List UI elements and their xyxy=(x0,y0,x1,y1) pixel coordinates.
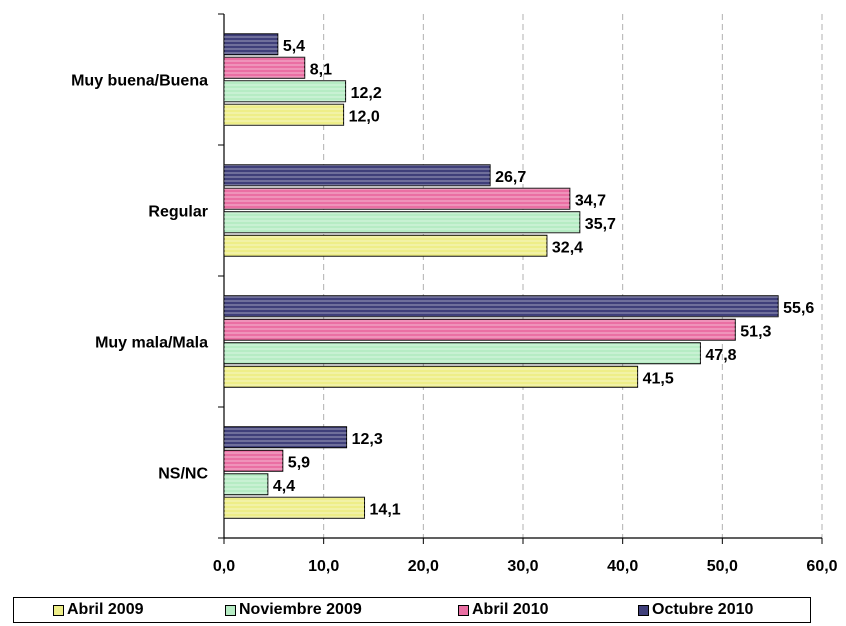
gridlines xyxy=(323,14,823,538)
legend-item: Abril 2009 xyxy=(53,601,143,619)
legend-label: Abril 2009 xyxy=(67,601,144,618)
data-label: 34,7 xyxy=(575,192,606,209)
data-label: 14,1 xyxy=(370,501,401,518)
legend-label: Abril 2010 xyxy=(472,601,549,618)
legend-label: Octubre 2010 xyxy=(652,601,754,618)
legend-swatch xyxy=(638,604,649,616)
bar-texture xyxy=(224,57,305,79)
data-label: 35,7 xyxy=(585,216,616,233)
data-label: 41,5 xyxy=(643,370,674,387)
x-tick-label: 60,0 xyxy=(806,558,837,575)
data-label: 12,0 xyxy=(349,108,380,125)
bar-texture xyxy=(224,497,365,519)
legend-item: Abril 2010 xyxy=(458,601,548,619)
data-label: 12,2 xyxy=(351,85,382,102)
data-label: 12,3 xyxy=(352,431,383,448)
bar-texture xyxy=(224,426,347,448)
legend-swatch xyxy=(225,604,236,616)
bar-texture xyxy=(224,104,344,126)
x-tick-label: 50,0 xyxy=(707,558,738,575)
bars xyxy=(223,33,779,519)
bar-texture xyxy=(224,450,283,472)
x-tick-label: 20,0 xyxy=(408,558,439,575)
data-label: 26,7 xyxy=(495,169,526,186)
category-label: Muy buena/Buena xyxy=(71,73,208,90)
bar-texture xyxy=(224,164,491,186)
bar-texture xyxy=(224,366,638,388)
data-label: 32,4 xyxy=(552,239,583,256)
labels: 0,0 10,0 20,0 30,0 40,0 50,0 60,0 Muy buena/Bue… xyxy=(71,38,838,575)
category-label: Muy mala/Mala xyxy=(95,335,208,352)
x-tick-label: 30,0 xyxy=(507,558,538,575)
data-label: 51,3 xyxy=(740,323,771,340)
legend-swatch xyxy=(53,604,64,616)
category-label: NS/NC xyxy=(158,466,208,483)
x-tick-label: 0,0 xyxy=(213,558,235,575)
x-tick-label: 40,0 xyxy=(607,558,638,575)
data-label: 55,6 xyxy=(783,300,814,317)
legend-label: Noviembre 2009 xyxy=(239,601,362,618)
bar-texture xyxy=(224,211,580,233)
data-label: 4,4 xyxy=(273,478,295,495)
bar-texture xyxy=(224,33,278,55)
bar-texture xyxy=(224,295,779,317)
bar-texture xyxy=(224,188,570,210)
data-label: 8,1 xyxy=(310,61,332,78)
bar-texture xyxy=(224,342,701,364)
data-label: 5,4 xyxy=(283,38,305,55)
x-tick-label: 10,0 xyxy=(308,558,339,575)
legend-item: Octubre 2010 xyxy=(638,601,753,619)
legend-swatch xyxy=(458,604,469,616)
legend: Abril 2009 Noviembre 2009 Abril 2010 Octubr… xyxy=(13,597,811,623)
bar-texture xyxy=(224,319,736,341)
legend-item: Noviembre 2009 xyxy=(225,601,362,619)
data-label: 5,9 xyxy=(288,454,310,471)
bar-texture xyxy=(224,80,346,102)
bar-texture xyxy=(224,473,268,495)
data-label: 47,8 xyxy=(705,347,736,364)
category-label: Regular xyxy=(148,204,208,221)
bar-texture xyxy=(224,235,547,257)
